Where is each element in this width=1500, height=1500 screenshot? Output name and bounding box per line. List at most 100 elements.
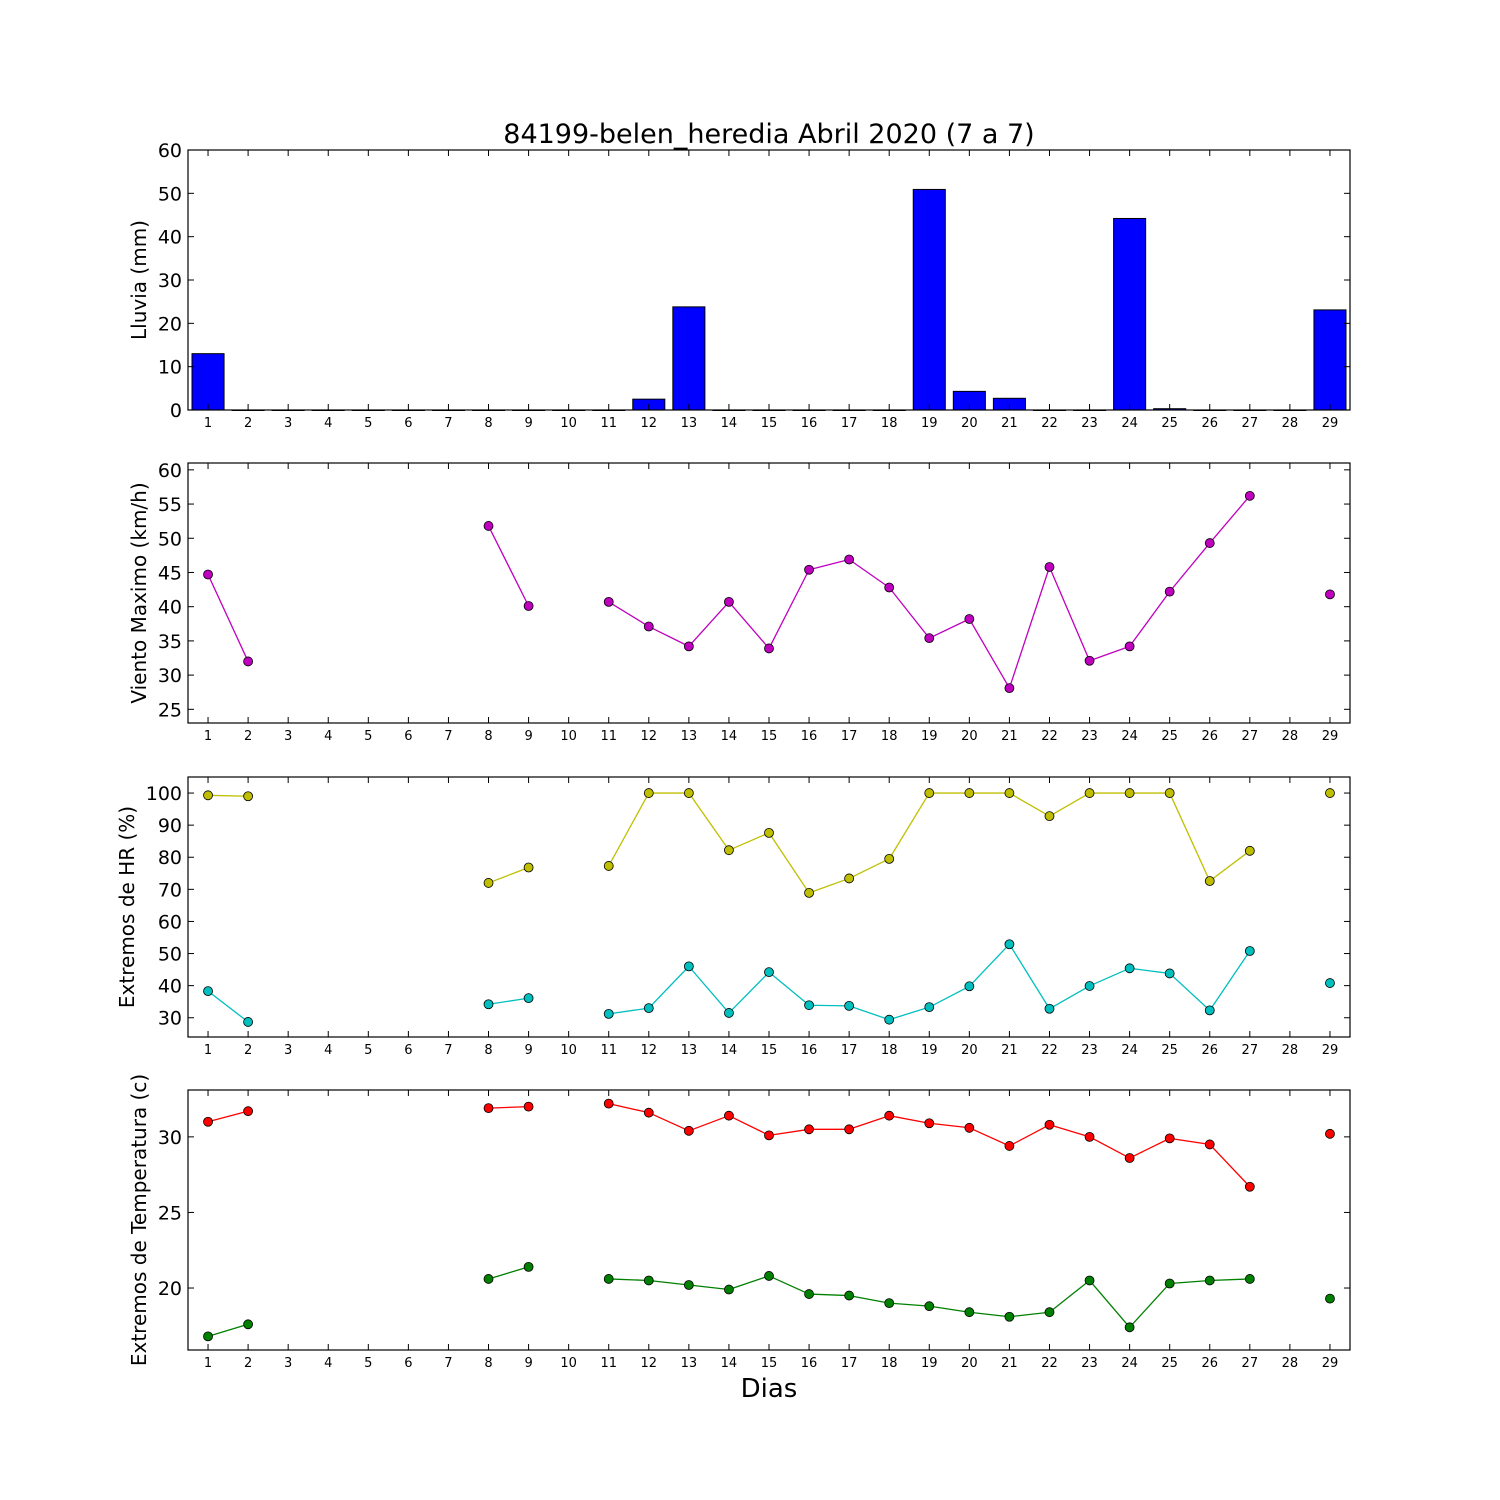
series-hr-min-point-day-23	[1084, 981, 1095, 991]
series-wind-point-day-8	[483, 521, 494, 531]
x-tick-label: 28	[1282, 729, 1299, 744]
series-wind-segment	[968, 618, 1010, 689]
series-temp-min-point-day-14	[724, 1284, 734, 1295]
series-hr-max-point-day-13	[683, 788, 694, 798]
series-temp-max-point-day-11	[603, 1098, 614, 1109]
series-temp-min-point-day-25	[1164, 1278, 1175, 1289]
series-temp-min-segment	[488, 1266, 529, 1280]
series-hr-min-segment	[928, 985, 970, 1008]
series-wind-segment	[1209, 495, 1251, 544]
series-temp-max-point-day-18	[884, 1110, 895, 1121]
series-temp-min-segment	[1009, 1311, 1050, 1318]
bar-day-13	[672, 306, 706, 411]
series-hr-max-segment	[728, 832, 770, 851]
series-wind-segment	[888, 587, 930, 639]
series-hr-min-segment	[1049, 985, 1090, 1010]
series-temp-min-point-day-27	[1244, 1274, 1255, 1284]
series-hr-min-point-day-27	[1244, 946, 1255, 956]
series-temp-min-segment	[849, 1294, 890, 1304]
series-wind-point-day-13	[683, 641, 694, 652]
x-tick-label: 2	[244, 1043, 252, 1058]
series-wind-point-day-23	[1084, 655, 1095, 666]
x-tick-label: 14	[721, 416, 738, 431]
series-temp-max-segment	[1049, 1124, 1090, 1138]
series-temp-max-segment	[728, 1115, 770, 1136]
series-wind-segment	[808, 558, 850, 571]
x-tick-label: 21	[1001, 416, 1018, 431]
series-wind-point-day-2	[243, 656, 254, 667]
series-temp-min-point-day-26	[1204, 1275, 1215, 1286]
series-wind-segment	[1008, 566, 1051, 689]
y-tick-label: 45	[158, 562, 182, 584]
x-tick-label: 15	[761, 729, 778, 744]
x-tick-label: 25	[1161, 729, 1178, 744]
series-wind-point-day-25	[1164, 586, 1175, 597]
x-tick-label: 21	[1001, 1043, 1018, 1058]
series-hr-max-point-day-9	[523, 862, 534, 873]
plot-area	[188, 150, 1350, 410]
x-tick-label: 24	[1121, 1043, 1138, 1058]
x-tick-label: 6	[404, 416, 412, 431]
series-temp-min-segment	[889, 1302, 930, 1307]
y-tick-label: 20	[158, 313, 182, 335]
series-hr-max-point-day-12	[643, 788, 654, 798]
series-wind-segment	[1089, 645, 1130, 662]
series-temp-max-point-day-22	[1044, 1119, 1055, 1130]
x-tick-label: 6	[404, 1356, 412, 1371]
x-tick-label: 24	[1121, 729, 1138, 744]
series-temp-min-point-day-23	[1084, 1275, 1095, 1286]
series-temp-max-segment	[648, 1112, 690, 1132]
y-tick-label: 25	[158, 1202, 182, 1224]
series-hr-max-point-day-11	[603, 861, 614, 871]
series-temp-min-point-day-17	[844, 1290, 855, 1301]
series-hr-min-point-day-24	[1124, 963, 1135, 974]
x-tick-label: 10	[560, 1043, 577, 1058]
series-temp-min-point-day-22	[1044, 1307, 1055, 1318]
series-temp-min-point-day-24	[1124, 1322, 1135, 1333]
x-tick-label: 24	[1121, 416, 1138, 431]
y-tick-label: 30	[158, 1127, 182, 1149]
x-tick-label: 28	[1282, 416, 1299, 431]
series-hr-min-segment	[1089, 967, 1130, 987]
x-tick-label: 1	[204, 729, 212, 744]
series-hr-min-point-day-29	[1325, 978, 1335, 988]
y-tick-label: 35	[158, 631, 182, 653]
bar-day-29	[1313, 309, 1347, 411]
series-hr-min-segment	[207, 990, 249, 1023]
x-tick-label: 27	[1242, 416, 1259, 431]
x-tick-label: 12	[641, 1356, 658, 1371]
x-tick-label: 17	[841, 1043, 858, 1058]
x-tick-label: 11	[600, 729, 617, 744]
x-tick-label: 5	[364, 1043, 372, 1058]
x-tick-label: 21	[1001, 729, 1018, 744]
series-hr-max-point-day-14	[724, 845, 734, 856]
y-axis-label: Lluvia (mm)	[127, 220, 151, 340]
y-tick-label: 25	[158, 699, 182, 721]
series-temp-min-point-day-9	[523, 1261, 534, 1272]
x-tick-label: 25	[1161, 1043, 1178, 1058]
series-temp-min-point-day-11	[603, 1274, 614, 1284]
series-temp-max-point-day-23	[1084, 1131, 1095, 1142]
series-wind-segment	[728, 601, 770, 649]
series-hr-max-point-day-8	[483, 878, 494, 888]
x-tick-label: 16	[801, 729, 818, 744]
y-tick-label: 50	[158, 528, 182, 550]
x-tick-label: 12	[641, 1043, 658, 1058]
series-temp-min-point-day-16	[804, 1289, 814, 1299]
series-wind-point-day-27	[1244, 490, 1255, 501]
series-wind-segment	[688, 601, 730, 647]
series-hr-max-segment	[1009, 792, 1050, 817]
y-tick-label: 10	[158, 357, 182, 379]
x-tick-label: 19	[921, 416, 938, 431]
series-hr-min-point-day-12	[643, 1003, 654, 1014]
series-temp-min-point-day-15	[764, 1271, 774, 1281]
x-tick-label: 5	[364, 1356, 372, 1371]
series-hr-min-point-day-22	[1044, 1003, 1055, 1014]
x-tick-label: 2	[244, 1356, 252, 1371]
x-tick-label: 13	[681, 1356, 698, 1371]
series-wind-point-day-11	[603, 596, 614, 607]
x-tick-label: 18	[881, 729, 898, 744]
